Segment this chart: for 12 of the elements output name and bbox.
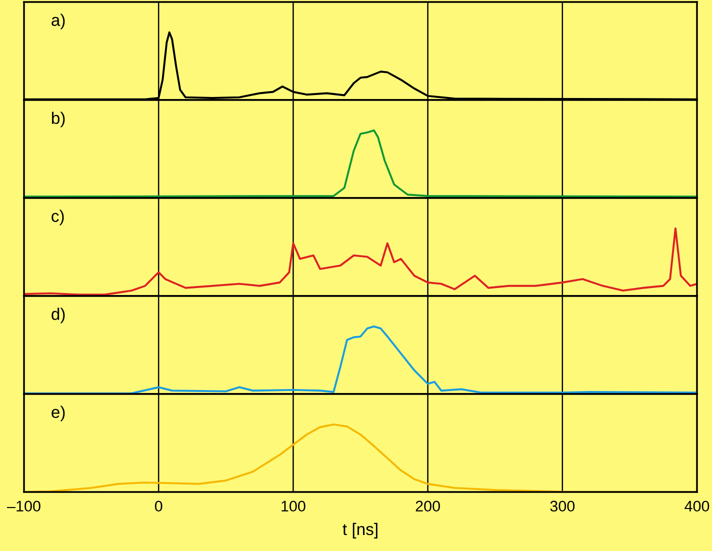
text: d) xyxy=(52,308,65,324)
x-tick-label: 400 xyxy=(684,500,710,512)
x-tick-label: 200 xyxy=(416,500,440,512)
x-tick-label: 0 xyxy=(154,500,162,512)
text: a) xyxy=(52,14,65,30)
x-tick-label: 100 xyxy=(282,500,306,512)
text: e) xyxy=(52,406,65,422)
text: b) xyxy=(52,112,65,128)
x-axis-title: t [ns] xyxy=(342,522,378,538)
text: c) xyxy=(52,210,64,226)
x-tick-label: 300 xyxy=(550,500,575,512)
x-tick-label: –100 xyxy=(7,500,40,512)
